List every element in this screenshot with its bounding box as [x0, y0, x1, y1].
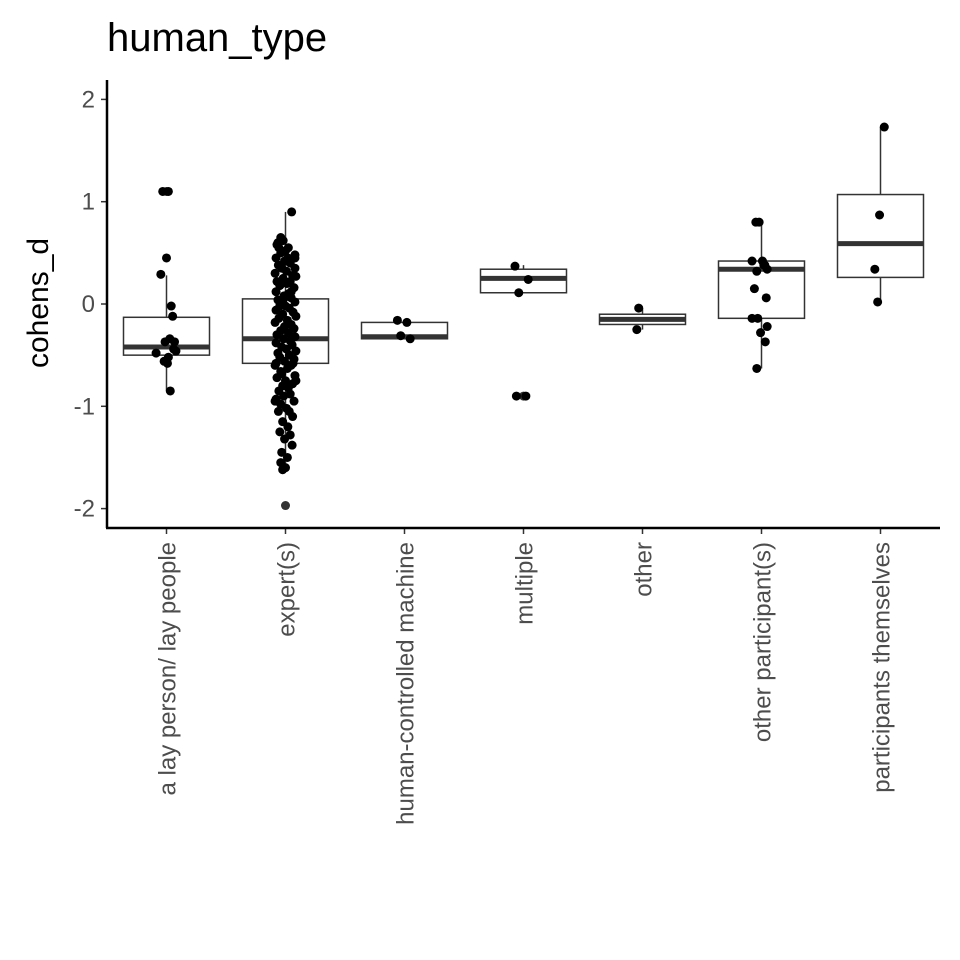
- y-axis-ticks: -2 -1 0 1 2: [74, 86, 107, 523]
- data-point: [879, 122, 889, 132]
- x-tick-label: other participant(s): [750, 542, 777, 742]
- data-point: [511, 391, 521, 401]
- data-point: [632, 325, 642, 335]
- data-point: [510, 261, 520, 271]
- data-point: [282, 452, 292, 462]
- data-point: [756, 328, 766, 338]
- data-point: [156, 269, 166, 279]
- data-point: [151, 348, 161, 358]
- y-tick-label: 2: [82, 86, 95, 113]
- data-point: [634, 303, 644, 313]
- data-point: [523, 274, 533, 284]
- x-tick-label: a lay person/ lay people: [155, 542, 182, 796]
- y-axis-label: cohens_d: [22, 238, 55, 368]
- data-point: [283, 243, 293, 253]
- data-point: [286, 287, 296, 297]
- x-tick-label: expert(s): [274, 542, 301, 637]
- box-iqr: [479, 268, 568, 294]
- boxplot: [598, 308, 687, 330]
- data-points: [151, 122, 889, 475]
- data-point: [275, 427, 285, 437]
- y-tick-label: -2: [74, 496, 95, 523]
- data-point: [760, 337, 770, 347]
- data-point: [170, 337, 180, 347]
- data-point: [870, 264, 880, 274]
- data-point: [754, 217, 764, 227]
- data-point: [291, 376, 301, 386]
- data-point: [287, 440, 297, 450]
- data-point: [283, 422, 293, 432]
- data-point: [749, 284, 759, 294]
- data-point: [272, 330, 282, 340]
- data-point: [270, 360, 280, 370]
- data-point: [270, 396, 280, 406]
- data-point: [273, 238, 283, 248]
- box-iqr: [836, 193, 925, 279]
- data-point: [288, 358, 298, 368]
- data-point: [752, 363, 762, 373]
- boxplot: [479, 265, 568, 401]
- data-point: [165, 386, 175, 396]
- data-point: [405, 334, 415, 344]
- data-point: [291, 311, 301, 321]
- x-axis-ticks: a lay person/ lay people expert(s) human-c…: [155, 528, 896, 825]
- data-point: [290, 297, 300, 307]
- data-point: [762, 322, 772, 332]
- boxplot: [717, 222, 806, 369]
- y-tick-label: 1: [82, 189, 95, 216]
- data-point: [162, 358, 172, 368]
- boxplots: [122, 127, 925, 511]
- data-point: [279, 294, 289, 304]
- boxplot: [836, 127, 925, 302]
- data-point: [290, 263, 300, 273]
- x-tick-label: participants themselves: [869, 542, 896, 793]
- x-tick-label: other: [631, 542, 658, 597]
- data-point: [873, 297, 883, 307]
- data-point: [747, 256, 757, 266]
- data-point: [392, 315, 402, 325]
- y-tick-label: 0: [82, 291, 95, 318]
- data-point: [288, 412, 298, 422]
- data-point: [279, 391, 289, 401]
- data-point: [169, 344, 179, 354]
- data-point: [287, 207, 297, 217]
- data-point: [270, 268, 280, 278]
- data-point: [275, 301, 285, 311]
- data-point: [761, 293, 771, 303]
- data-point: [752, 266, 762, 276]
- data-point: [280, 434, 290, 444]
- data-point: [271, 287, 281, 297]
- data-point: [278, 465, 288, 475]
- data-point: [168, 311, 178, 321]
- data-point: [875, 210, 885, 220]
- data-point: [402, 317, 412, 327]
- data-point: [291, 346, 301, 356]
- data-point: [162, 253, 171, 263]
- data-point: [160, 337, 170, 347]
- data-point: [277, 369, 287, 379]
- data-point: [271, 253, 281, 263]
- data-point: [283, 328, 293, 338]
- data-point: [273, 406, 283, 416]
- data-point: [759, 260, 769, 270]
- chart-title: human_type: [107, 16, 327, 60]
- x-tick-label: multiple: [512, 542, 539, 625]
- data-point: [521, 391, 531, 401]
- data-point: [396, 331, 406, 341]
- data-point: [166, 301, 176, 311]
- data-point: [514, 288, 524, 298]
- box-outlier: [281, 501, 290, 511]
- data-point: [270, 317, 280, 327]
- data-point: [280, 356, 290, 366]
- data-point: [290, 253, 300, 263]
- data-point: [753, 313, 763, 323]
- data-point: [163, 186, 173, 196]
- y-tick-label: -1: [74, 393, 95, 420]
- x-tick-label: human-controlled machine: [393, 542, 420, 825]
- data-point: [289, 396, 299, 406]
- data-point: [282, 279, 292, 289]
